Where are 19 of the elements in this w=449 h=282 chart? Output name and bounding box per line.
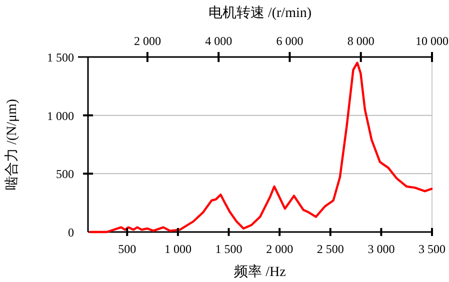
xtick: 3 500 [418,242,446,256]
xtick: 2 500 [316,242,344,256]
ylabel: 啮合力 /(N/μm) [5,98,20,190]
ytick: 1 000 [47,108,74,123]
x2label: 电机转速 /(r/min) [208,6,312,21]
xtick: 3 000 [368,242,395,256]
x2tick: 4 000 [205,34,232,48]
x2tick: 10 000 [416,34,448,48]
x2tick: 6 000 [276,34,304,48]
x2tick: 2 000 [134,34,161,48]
xtick: 2 000 [266,242,294,256]
ytick: 500 [56,167,74,182]
xtick: 500 [118,242,136,256]
ytick: 0 [68,226,74,240]
x2tick: 8 000 [347,34,374,48]
xtick: 1 000 [164,242,192,256]
ytick: 1 500 [47,50,74,64]
xlabel: 频率 /Hz [234,265,286,280]
xtick: 1 500 [215,242,242,256]
